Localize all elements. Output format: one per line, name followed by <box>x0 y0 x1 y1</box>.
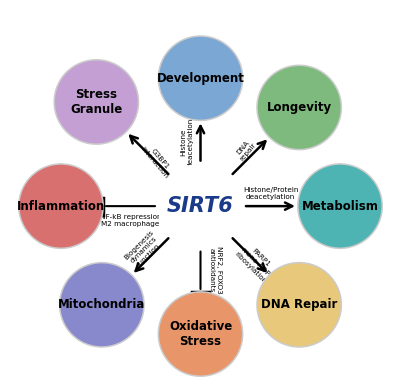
Circle shape <box>160 293 241 375</box>
Circle shape <box>158 292 243 376</box>
Circle shape <box>257 65 341 150</box>
Text: Oxidative
Stress: Oxidative Stress <box>169 320 232 348</box>
Circle shape <box>299 165 381 247</box>
Text: Inflammation: Inflammation <box>17 200 105 213</box>
Text: Stress
Granule: Stress Granule <box>70 88 122 116</box>
Text: G3BP1
interaction: G3BP1 interaction <box>139 142 174 180</box>
Text: PARP1
mono-ADP-
ribosylation: PARP1 mono-ADP- ribosylation <box>234 241 278 284</box>
Text: DNA Repair: DNA Repair <box>261 298 337 311</box>
Text: Histone
deacetylation: Histone deacetylation <box>180 117 193 166</box>
Circle shape <box>259 67 340 148</box>
Circle shape <box>56 61 137 143</box>
Circle shape <box>61 264 142 345</box>
Circle shape <box>257 263 341 347</box>
Text: NRF2, FOXO3
antioxidants: NRF2, FOXO3 antioxidants <box>209 246 222 294</box>
Text: Mitochondria: Mitochondria <box>58 298 146 311</box>
Text: Development: Development <box>156 72 245 85</box>
Text: NF-kB repression
M2 macrophage: NF-kB repression M2 macrophage <box>100 214 161 227</box>
Circle shape <box>160 37 241 119</box>
Circle shape <box>19 164 103 249</box>
Text: Biogenesis
dynamics
function: Biogenesis dynamics function <box>123 229 165 271</box>
Text: Histone/Protein
deacetylation: Histone/Protein deacetylation <box>243 187 298 200</box>
Circle shape <box>20 165 102 247</box>
Circle shape <box>54 60 139 144</box>
Text: Metabolism: Metabolism <box>302 200 379 213</box>
Text: DNA
repair: DNA repair <box>233 137 257 162</box>
Circle shape <box>158 36 243 121</box>
Text: Longevity: Longevity <box>267 101 332 114</box>
Circle shape <box>159 164 242 248</box>
Circle shape <box>298 164 382 249</box>
Text: SIRT6: SIRT6 <box>167 196 234 216</box>
Circle shape <box>60 263 144 347</box>
Circle shape <box>259 264 340 345</box>
